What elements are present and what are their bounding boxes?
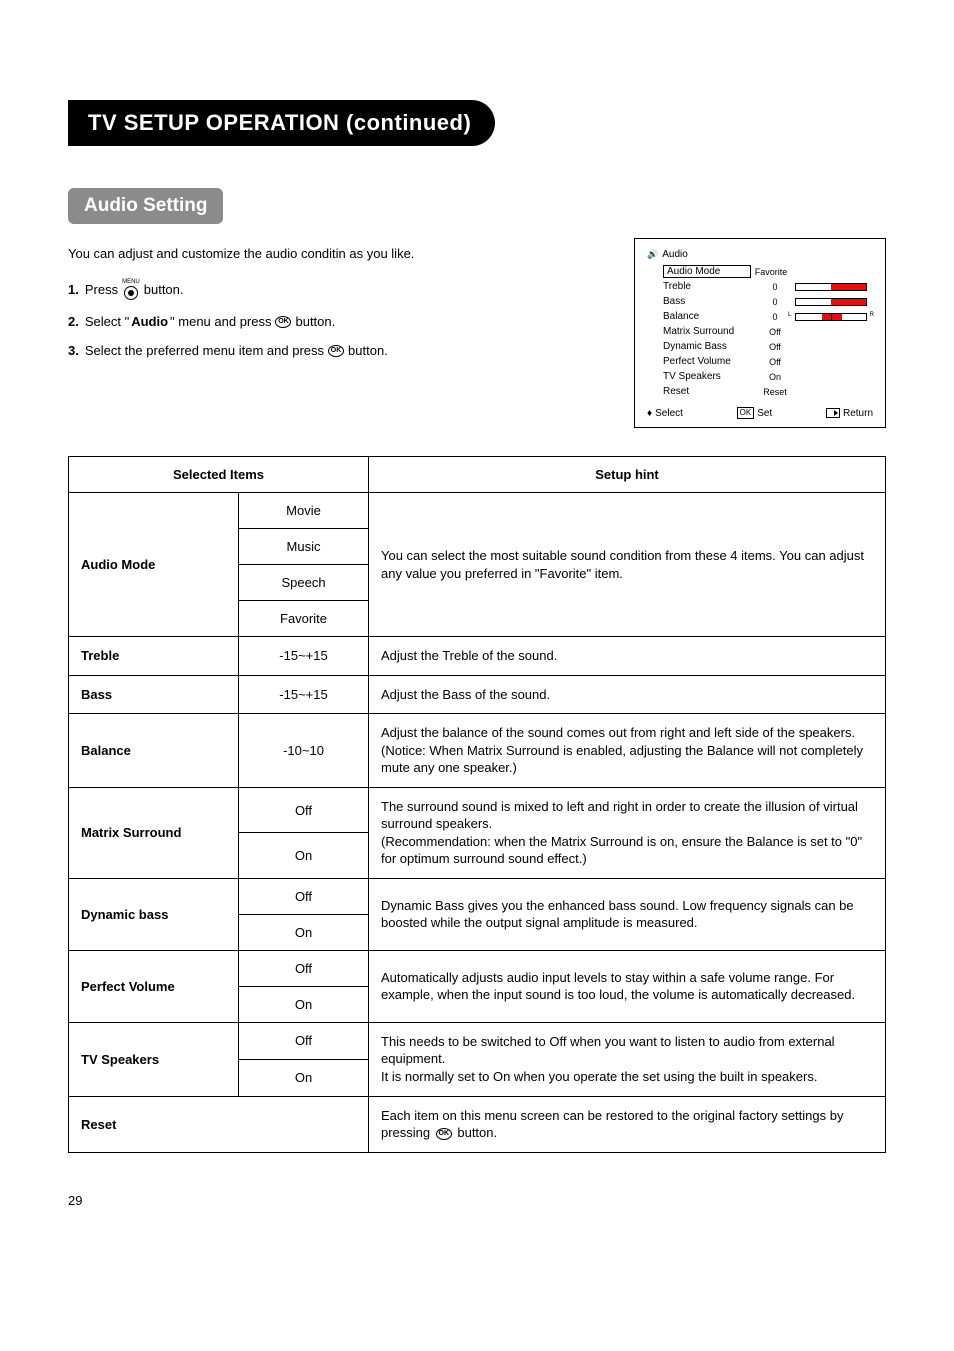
osd-row: Bass0 [663, 294, 875, 309]
table-item: Audio Mode [69, 493, 239, 637]
instructions-block: You can adjust and customize the audio c… [68, 246, 614, 428]
osd-row: Treble0 [663, 279, 875, 294]
table-option: -15~+15 [239, 637, 369, 676]
table-hint: Dynamic Bass gives you the enhanced bass… [369, 878, 886, 950]
osd-row: Balance0LR [663, 309, 875, 324]
osd-return-label: Return [843, 408, 873, 419]
osd-row: Dynamic BassOff [663, 339, 875, 354]
table-option: On [239, 833, 369, 879]
osd-row-label: Treble [663, 281, 755, 292]
table-option: Off [239, 950, 369, 986]
table-item: Reset [69, 1096, 369, 1152]
table-item: Balance [69, 714, 239, 788]
osd-row: Audio ModeFavorite [663, 264, 875, 279]
intro-text: You can adjust and customize the audio c… [68, 246, 614, 261]
table-option: Favorite [239, 601, 369, 637]
page-number: 29 [68, 1193, 886, 1208]
return-icon [826, 408, 840, 418]
table-option: On [239, 986, 369, 1022]
osd-select-label: Select [655, 408, 683, 419]
osd-menu-screenshot: 🔊 Audio Audio ModeFavoriteTreble0Bass0Ba… [634, 238, 886, 428]
osd-row: ResetReset [663, 384, 875, 399]
table-option: Music [239, 529, 369, 565]
table-hint: Automatically adjusts audio input levels… [369, 950, 886, 1022]
osd-set-label: Set [757, 408, 772, 419]
ok-button-icon: OK [328, 345, 344, 357]
table-option: -15~+15 [239, 675, 369, 714]
table-option: Speech [239, 565, 369, 601]
table-item: TV Speakers [69, 1022, 239, 1096]
section-title: Audio Setting [68, 188, 223, 224]
step-2: 2. Select "Audio" menu and press OK butt… [68, 314, 614, 329]
table-hint: This needs to be switched to Off when yo… [369, 1022, 886, 1096]
osd-row-value: Off [755, 357, 795, 367]
table-item: Treble [69, 637, 239, 676]
osd-row: Matrix SurroundOff [663, 324, 875, 339]
osd-row-value: Off [755, 342, 795, 352]
settings-table: Selected Items Setup hint Audio ModeMovi… [68, 456, 886, 1153]
step-3: 3. Select the preferred menu item and pr… [68, 343, 614, 358]
table-option: Off [239, 1022, 369, 1059]
table-option: On [239, 914, 369, 950]
table-option: -10~10 [239, 714, 369, 788]
osd-row-label: TV Speakers [663, 371, 755, 382]
table-hint: The surround sound is mixed to left and … [369, 787, 886, 878]
table-option: Off [239, 787, 369, 833]
osd-row-value: 0 [755, 297, 795, 307]
col-setup-hint: Setup hint [369, 457, 886, 493]
table-hint: Adjust the Bass of the sound. [369, 675, 886, 714]
table-item: Bass [69, 675, 239, 714]
osd-row-label: Reset [663, 386, 755, 397]
osd-row-label: Balance [663, 311, 755, 322]
table-option: Movie [239, 493, 369, 529]
ok-button-icon: OK [436, 1128, 452, 1140]
osd-row-value: Off [755, 327, 795, 337]
osd-slider [795, 283, 867, 291]
menu-button-icon: MENU [122, 279, 140, 300]
osd-title-text: Audio [662, 249, 688, 260]
osd-row-label: Dynamic Bass [663, 341, 755, 352]
osd-row-label: Audio Mode [663, 265, 751, 278]
step-1: 1. Press MENU button. [68, 279, 614, 300]
table-option: Off [239, 878, 369, 914]
table-item: Matrix Surround [69, 787, 239, 878]
page-title: TV SETUP OPERATION (continued) [68, 100, 495, 146]
osd-row-value: On [755, 372, 795, 382]
ok-button-icon: OK [275, 316, 291, 328]
col-selected-items: Selected Items [69, 457, 369, 493]
speaker-icon: 🔊 [647, 249, 658, 260]
osd-slider [795, 298, 867, 306]
osd-row-value: 0 [755, 282, 795, 292]
osd-row-label: Matrix Surround [663, 326, 755, 337]
osd-row-label: Perfect Volume [663, 356, 755, 367]
table-option: On [239, 1059, 369, 1096]
osd-row-label: Bass [663, 296, 755, 307]
table-hint: You can select the most suitable sound c… [369, 493, 886, 637]
table-item: Dynamic bass [69, 878, 239, 950]
osd-row: Perfect VolumeOff [663, 354, 875, 369]
osd-row-value: Reset [755, 387, 795, 397]
ok-box-icon: OK [737, 407, 755, 419]
osd-balance-slider: LR [795, 313, 867, 321]
updown-icon: ♦ [647, 408, 652, 419]
table-hint: Each item on this menu screen can be res… [369, 1096, 886, 1152]
table-item: Perfect Volume [69, 950, 239, 1022]
osd-row: TV SpeakersOn [663, 369, 875, 384]
table-hint: Adjust the Treble of the sound. [369, 637, 886, 676]
osd-row-value: Favorite [751, 267, 791, 277]
table-hint: Adjust the balance of the sound comes ou… [369, 714, 886, 788]
